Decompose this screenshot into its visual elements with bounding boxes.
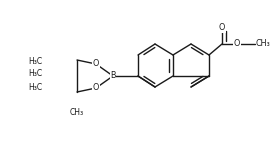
Text: H₃C: H₃C bbox=[28, 83, 42, 92]
Text: O: O bbox=[93, 60, 99, 69]
Text: B: B bbox=[110, 72, 116, 81]
Text: O: O bbox=[234, 40, 240, 49]
Text: CH₃: CH₃ bbox=[255, 40, 270, 49]
Text: CH₃: CH₃ bbox=[70, 108, 84, 117]
Text: O: O bbox=[93, 83, 99, 92]
Text: H₃C: H₃C bbox=[28, 58, 42, 66]
Text: H₃C: H₃C bbox=[28, 70, 42, 79]
Text: O: O bbox=[219, 23, 225, 32]
